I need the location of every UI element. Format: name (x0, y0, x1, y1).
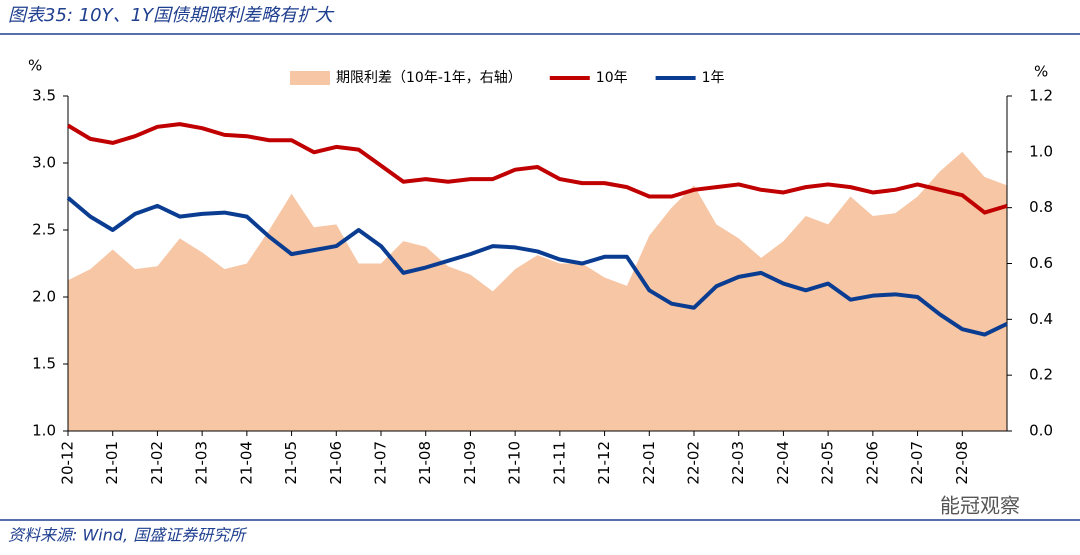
y2-tick-label: 0.2 (1029, 366, 1053, 384)
y2-tick-label: 1.2 (1029, 87, 1053, 105)
line-1 (66, 122, 1008, 215)
line-2 (66, 196, 1008, 337)
y2-tick-label: 0.4 (1029, 310, 1053, 328)
x-tick-label: 22-08 (953, 441, 971, 485)
x-tick-label: 22-01 (640, 441, 658, 485)
x-tick-label: 21-04 (237, 441, 255, 485)
y-tick-label: 2.5 (32, 221, 56, 239)
y-tick-label: 1.5 (32, 355, 56, 373)
y-tick-label: 3.5 (32, 87, 56, 105)
x-tick-label: 21-12 (595, 441, 613, 485)
legend-swatch (290, 71, 330, 85)
legend-label: 1年 (702, 70, 725, 86)
x-tick-label: 22-07 (908, 441, 926, 485)
y2-axis-label: % (1034, 63, 1048, 81)
x-tick-label: 22-03 (729, 441, 747, 485)
legend-label: 10年 (596, 70, 628, 86)
spread-area (68, 151, 1007, 432)
x-tick-label: 21-03 (193, 441, 211, 485)
y2-tick-label: 0.0 (1029, 422, 1053, 440)
x-tick-label: 21-07 (372, 441, 390, 485)
y-axis-label: % (28, 57, 42, 75)
chart-title: 图表35: 10Y、1Y国债期限利差略有扩大 (8, 5, 335, 26)
y-tick-label: 1.0 (32, 422, 56, 440)
source: 资料来源: Wind, 国盛证券研究所 (8, 526, 248, 545)
y-tick-label: 2.0 (32, 288, 56, 306)
watermark: 能冠观察 (940, 494, 1020, 518)
x-tick-label: 21-08 (416, 441, 434, 485)
y2-tick-label: 1.0 (1029, 142, 1053, 160)
x-tick-label: 22-05 (819, 441, 837, 485)
x-tick-label: 21-06 (327, 441, 345, 485)
x-tick-label: 20-12 (59, 441, 77, 485)
y2-tick-label: 0.8 (1029, 198, 1053, 216)
x-tick-label: 21-11 (550, 441, 568, 485)
x-tick-label: 21-09 (461, 441, 479, 485)
legend-label: 期限利差（10年-1年，右轴） (336, 70, 522, 86)
x-tick-label: 22-06 (863, 441, 881, 485)
x-tick-label: 21-02 (148, 441, 166, 485)
x-tick-label: 21-10 (506, 441, 524, 485)
x-tick-label: 21-05 (282, 441, 300, 485)
x-tick-label: 22-02 (685, 441, 703, 485)
y-tick-label: 3.0 (32, 154, 56, 172)
x-tick-label: 21-01 (103, 441, 121, 485)
y2-tick-label: 0.6 (1029, 254, 1053, 272)
x-tick-label: 22-04 (774, 441, 792, 485)
